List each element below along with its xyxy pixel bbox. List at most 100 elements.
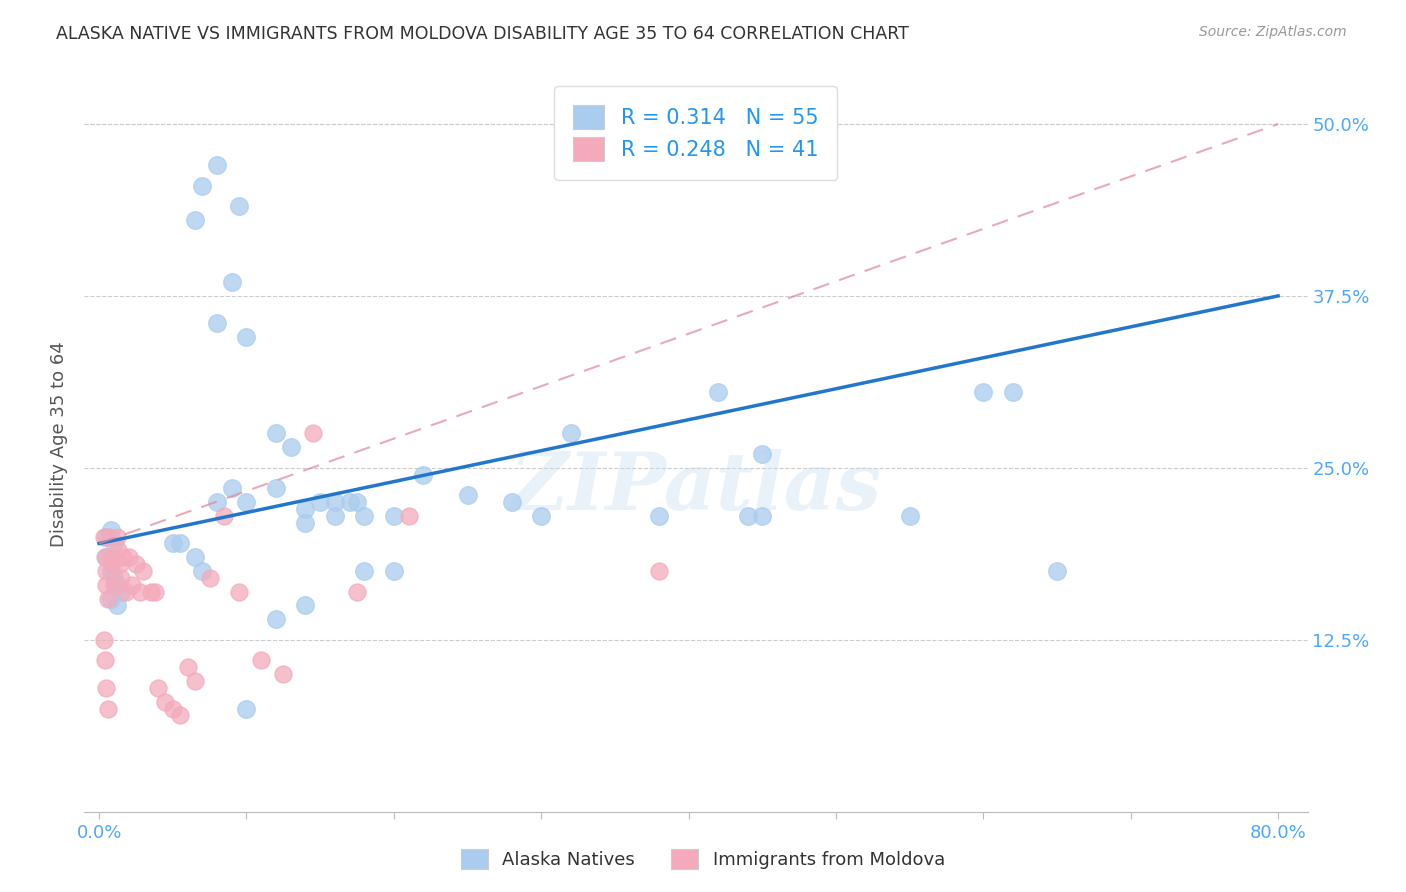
Point (530, 508, 553, 523)
Point (309, 495, 332, 509)
Point (93, 530, 115, 544)
Point (93, 632, 115, 647)
Point (129, 584, 152, 599)
Point (353, 508, 375, 523)
Point (294, 502, 316, 516)
Point (323, 508, 346, 523)
Point (100, 591, 122, 606)
Point (250, 653, 273, 667)
Point (1001, 385, 1024, 400)
Point (191, 564, 214, 578)
Point (228, 199, 250, 213)
Text: ZIPatlas: ZIPatlas (510, 450, 882, 526)
Point (110, 584, 132, 599)
Point (235, 330, 257, 344)
Point (1046, 564, 1069, 578)
Point (169, 708, 191, 723)
Point (398, 508, 420, 523)
Point (94, 653, 117, 667)
Point (96, 530, 118, 544)
Point (103, 536, 125, 550)
Point (221, 275, 243, 289)
Point (125, 557, 148, 571)
Point (94, 550, 117, 565)
Point (751, 508, 773, 523)
Point (107, 543, 129, 558)
Point (121, 578, 143, 592)
Point (100, 564, 122, 578)
Point (382, 564, 405, 578)
Legend: Alaska Natives, Immigrants from Moldova: Alaska Natives, Immigrants from Moldova (451, 839, 955, 879)
Point (339, 495, 361, 509)
Point (648, 508, 671, 523)
Point (169, 536, 191, 550)
Point (353, 564, 375, 578)
Point (264, 612, 287, 626)
Point (235, 701, 257, 715)
Point (100, 523, 122, 537)
Point (110, 571, 132, 585)
Point (146, 681, 169, 695)
Point (96, 681, 118, 695)
Point (294, 516, 316, 530)
Point (103, 571, 125, 585)
Point (898, 508, 921, 523)
Point (648, 564, 671, 578)
Point (111, 550, 134, 565)
Point (105, 578, 128, 592)
Point (273, 667, 295, 681)
Point (97, 701, 120, 715)
Point (264, 426, 287, 441)
Point (103, 578, 125, 592)
Point (184, 550, 207, 565)
Point (346, 495, 368, 509)
Point (184, 674, 207, 689)
Point (205, 158, 228, 172)
Point (228, 584, 250, 599)
Point (96, 578, 118, 592)
Point (205, 495, 228, 509)
Point (301, 426, 323, 441)
Point (101, 557, 124, 571)
Y-axis label: Disability Age 35 to 64: Disability Age 35 to 64 (49, 341, 67, 547)
Point (162, 536, 184, 550)
Point (105, 530, 128, 544)
Point (751, 447, 773, 461)
Point (100, 550, 122, 565)
Text: Source: ZipAtlas.com: Source: ZipAtlas.com (1199, 25, 1347, 39)
Point (132, 564, 155, 578)
Point (280, 440, 302, 454)
Point (382, 508, 405, 523)
Point (114, 584, 136, 599)
Point (264, 482, 287, 496)
Point (108, 557, 131, 571)
Point (737, 508, 759, 523)
Point (143, 584, 166, 599)
Point (560, 426, 582, 441)
Point (155, 695, 177, 709)
Point (139, 584, 162, 599)
Point (501, 495, 523, 509)
Point (198, 571, 221, 585)
Point (323, 495, 346, 509)
Point (214, 508, 236, 523)
Point (105, 599, 128, 613)
Point (707, 385, 730, 400)
Point (191, 178, 214, 193)
Point (96, 564, 118, 578)
Point (117, 550, 139, 565)
Point (972, 385, 994, 400)
Point (98, 530, 121, 544)
Point (96, 550, 118, 565)
Point (346, 584, 368, 599)
Point (184, 213, 207, 227)
Point (176, 660, 198, 674)
Point (97, 591, 120, 606)
Point (205, 317, 228, 331)
Point (162, 701, 184, 715)
Legend: R = 0.314   N = 55, R = 0.248   N = 41: R = 0.314 N = 55, R = 0.248 N = 41 (554, 87, 838, 180)
Point (412, 467, 434, 482)
Point (294, 599, 316, 613)
Point (221, 482, 243, 496)
Point (235, 495, 257, 509)
